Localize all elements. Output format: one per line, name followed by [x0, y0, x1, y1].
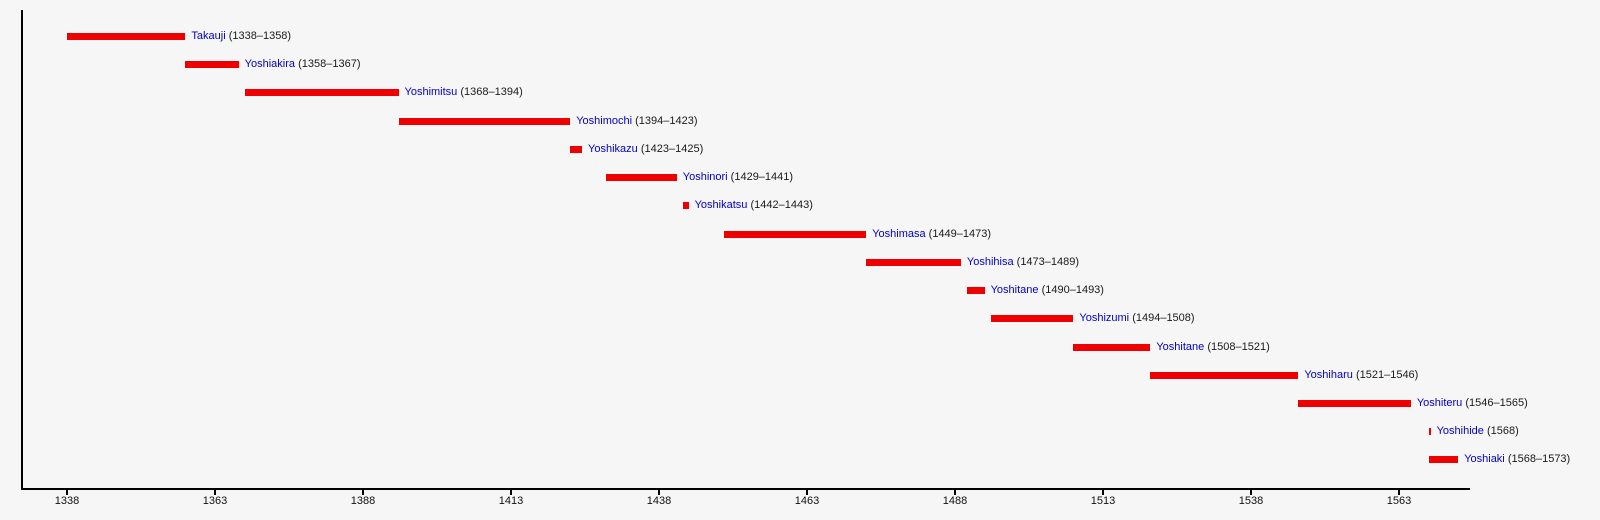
reign-label: Yoshikatsu (1442–1443) [695, 199, 813, 212]
reign-bar [866, 258, 961, 266]
shogun-name-link[interactable]: Yoshiteru [1416, 396, 1463, 409]
reign-years-text: (1568) [1486, 425, 1519, 438]
reign-bar [990, 315, 1074, 323]
x-axis-tick-mark [806, 489, 808, 495]
reign-label: Yoshiteru (1546–1565) [1417, 397, 1528, 410]
x-axis-tick-mark [362, 489, 364, 495]
x-axis-tick-mark [1398, 489, 1400, 495]
reign-years-text: (1442–1443) [750, 199, 813, 212]
shogun-name-link[interactable]: Yoshitane [1156, 340, 1205, 353]
shogun-name-link[interactable]: Yoshimochi [576, 114, 633, 127]
shogun-name-link[interactable]: Yoshikazu [588, 142, 638, 155]
reign-years-text: (1423–1425) [640, 142, 704, 155]
reign-label: Yoshitane (1508–1521) [1156, 341, 1269, 354]
shogun-name-link[interactable]: Yoshizumi [1079, 312, 1130, 325]
x-axis-tick-label: 1538 [1238, 495, 1264, 507]
reign-bar [1428, 456, 1459, 464]
reign-years-text: (1521–1546) [1355, 368, 1419, 381]
reign-years-text: (1429–1441) [730, 171, 794, 184]
x-axis-line [21, 488, 1470, 490]
reign-bar [682, 202, 689, 210]
shogun-name-link[interactable]: Yoshimasa [872, 227, 926, 240]
reign-years-text: (1494–1508) [1132, 312, 1195, 325]
reign-years-text: (1568–1573) [1507, 453, 1571, 466]
reign-years-text: (1546–1565) [1465, 396, 1528, 409]
reign-label: Yoshiharu (1521–1546) [1304, 369, 1418, 382]
reign-bar [724, 230, 867, 238]
reign-years-text: (1368–1394) [460, 86, 523, 99]
reign-label: Yoshizumi (1494–1508) [1079, 312, 1194, 325]
reign-label: Yoshiaki (1568–1573) [1464, 453, 1570, 466]
x-axis-tick-mark [954, 489, 956, 495]
shogun-name-link[interactable]: Yoshiakira [244, 58, 296, 71]
shogun-name-link[interactable]: Yoshihide [1436, 425, 1484, 438]
reign-bar [1428, 428, 1431, 436]
reign-label: Yoshihisa (1473–1489) [967, 256, 1079, 269]
reign-bar [966, 287, 985, 295]
x-axis-tick-mark [510, 489, 512, 495]
x-axis-tick-label: 1413 [498, 495, 524, 507]
x-axis-tick-mark [214, 489, 216, 495]
x-axis-tick-label: 1438 [646, 495, 672, 507]
x-axis-tick-label: 1363 [202, 495, 228, 507]
reign-years-text: (1338–1358) [228, 30, 292, 42]
reign-years-text: (1358–1367) [298, 58, 361, 71]
shogun-name-link[interactable]: Yoshiaki [1464, 453, 1505, 466]
shogun-name-link[interactable]: Takauji [191, 30, 226, 42]
shogun-name-link[interactable]: Yoshinori [682, 171, 728, 184]
reign-bar [1073, 343, 1151, 351]
x-axis-tick-label: 1338 [54, 495, 80, 507]
reign-label: Yoshitane (1490–1493) [991, 284, 1104, 297]
x-axis-tick-mark [658, 489, 660, 495]
reign-bar [244, 89, 399, 97]
reign-years-text: (1473–1489) [1016, 255, 1080, 268]
shogun-name-link[interactable]: Yoshihisa [966, 255, 1014, 268]
x-axis-tick-label: 1513 [1090, 495, 1116, 507]
reign-bar [67, 33, 186, 40]
reign-bar [570, 145, 583, 153]
reign-bar [1298, 399, 1411, 407]
x-axis-tick-mark [1102, 489, 1104, 495]
shogun-name-link[interactable]: Yoshitane [990, 284, 1039, 297]
reign-years-text: (1490–1493) [1041, 284, 1104, 297]
x-axis-tick-label: 1463 [794, 495, 820, 507]
shogun-name-link[interactable]: Yoshiharu [1304, 368, 1353, 381]
reign-label: Yoshikazu (1423–1425) [588, 143, 703, 156]
reign-bar [1150, 371, 1299, 379]
reign-years-text: (1508–1521) [1207, 340, 1270, 353]
reign-label: Yoshiakira (1358–1367) [245, 58, 361, 71]
shogun-name-link[interactable]: Yoshikatsu [694, 199, 748, 212]
reign-years-text: (1394–1423) [635, 114, 698, 127]
shogun-name-link[interactable]: Yoshimitsu [404, 86, 458, 99]
reign-bar [185, 61, 239, 69]
x-axis-tick-label: 1488 [942, 495, 968, 507]
reign-bar [398, 117, 571, 125]
reign-label: Yoshimitsu (1368–1394) [405, 86, 523, 99]
reign-years-text: (1449–1473) [928, 227, 992, 240]
x-axis-tick-label: 1388 [350, 495, 376, 507]
x-axis-tick-label: 1563 [1386, 495, 1412, 507]
reign-label: Yoshihide (1568) [1437, 425, 1519, 438]
y-axis-line [21, 10, 23, 490]
reign-label: Yoshinori (1429–1441) [683, 171, 793, 184]
x-axis-tick-mark [66, 489, 68, 495]
reign-bar [605, 174, 677, 182]
reign-label: Takauji (1338–1358) [191, 30, 291, 43]
reign-label: Yoshimasa (1449–1473) [872, 228, 991, 241]
x-axis-tick-mark [1250, 489, 1252, 495]
reign-label: Yoshimochi (1394–1423) [576, 115, 697, 128]
